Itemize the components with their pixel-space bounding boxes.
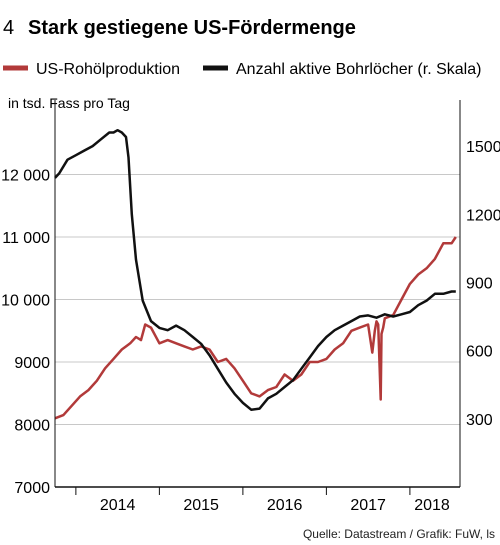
tick-labels: 7000 8000 9000 10 000 11 000 12 000 300 600 900 1…	[1, 139, 500, 514]
series-line-rigs	[54, 128, 456, 411]
chart-number: 4	[3, 17, 14, 39]
y-right-tick-label: 300	[466, 412, 493, 429]
series-line-production	[54, 236, 457, 420]
x-tick-label: 2017	[350, 497, 386, 514]
y-right-tick-label: 900	[466, 275, 493, 292]
y-left-tick-label: 10 000	[1, 293, 50, 310]
y-left-tick-label: 7000	[14, 480, 50, 497]
y-left-tick-label: 8000	[14, 418, 50, 435]
y-left-tick-label: 9000	[14, 355, 50, 372]
y-axis-unit-label: in tsd. Fass pro Tag	[8, 95, 130, 111]
series-lines	[54, 128, 457, 420]
legend-label-rigs: Anzahl aktive Bohrlöcher (r. Skala)	[236, 61, 481, 78]
grid-lines	[55, 174, 460, 425]
source-credit: Quelle: Datastream / Grafik: FuW, ls	[303, 527, 495, 541]
y-right-tick-label: 1200	[466, 207, 500, 224]
legend-label-production: US-Rohölproduktion	[36, 61, 180, 78]
y-left-tick-label: 11 000	[2, 230, 50, 247]
x-tick-label: 2018	[414, 497, 450, 514]
x-tick-label: 2015	[183, 497, 219, 514]
x-tick-label: 2014	[100, 497, 136, 514]
y-right-tick-label: 600	[466, 344, 493, 361]
y-left-tick-label: 12 000	[1, 168, 50, 185]
axes	[54, 100, 461, 495]
y-right-tick-label: 1500	[466, 139, 500, 156]
chart-title: Stark gestiegene US-Fördermenge	[28, 17, 356, 39]
x-tick-label: 2016	[267, 497, 303, 514]
